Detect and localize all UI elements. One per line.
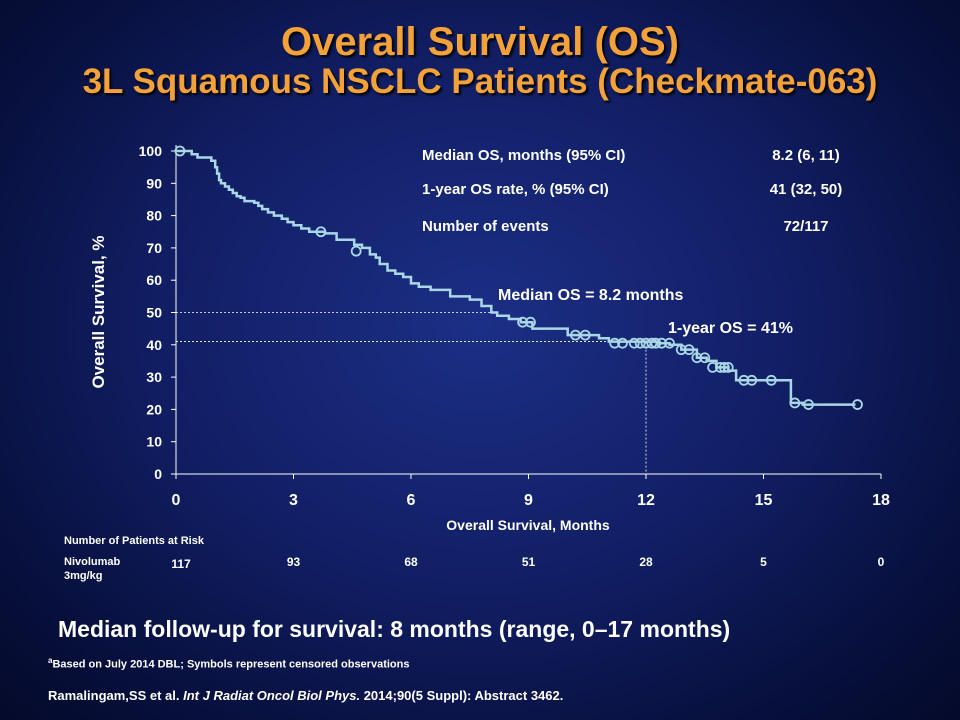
at-risk-value: 68: [404, 555, 418, 569]
citation-details: 2014;90(5 Suppl): Abstract 3462.: [360, 688, 564, 703]
censor-marker: [718, 362, 730, 373]
y-tick-label: 40: [146, 337, 162, 353]
censor-marker: [634, 337, 646, 349]
y-tick-label: 80: [146, 208, 162, 224]
y-tick-label: 0: [154, 466, 162, 482]
censor-marker: [738, 374, 750, 386]
survival-curve: [176, 149, 856, 406]
censor-marker: [852, 399, 863, 410]
y-tick-label: 30: [146, 369, 162, 385]
censor-marker: [617, 337, 628, 349]
censor-marker: [789, 397, 801, 409]
slide-title: Overall Survival (OS): [281, 20, 679, 64]
y-tick-label: 90: [146, 175, 162, 191]
stats-label-events: Number of events: [422, 218, 549, 235]
censor-marker: [707, 362, 718, 373]
y-tick-label: 50: [146, 305, 162, 321]
followup-statement: Median follow-up for survival: 8 months …: [58, 616, 731, 642]
x-tick-label: 12: [637, 492, 655, 509]
stats-value-1yr: 41 (32, 50): [770, 181, 843, 198]
stats-value-events: 72/117: [783, 218, 828, 235]
median-annotation: Median OS = 8.2 months: [498, 287, 683, 304]
y-tick-label: 70: [146, 240, 162, 256]
y-tick-label: 60: [146, 272, 162, 288]
citation-authors: Ramalingam,SS et al.: [48, 688, 184, 703]
x-axis-ticks: 0 3 6 9 12 15 18: [172, 474, 890, 509]
x-axis-label: Overall Survival, Months: [446, 517, 610, 533]
stats-label-median: Median OS, months (95% CI): [422, 147, 625, 164]
censor-marker: [525, 316, 536, 328]
x-tick-label: 18: [872, 492, 890, 509]
censor-marker: [517, 316, 529, 328]
censored-markers: [174, 145, 863, 410]
footnote-text: Based on July 2014 DBL; Symbols represen…: [52, 658, 410, 671]
at-risk-value: 117: [171, 557, 191, 571]
x-tick-label: 9: [524, 492, 533, 509]
at-risk-value: 0: [877, 555, 885, 569]
censor-marker: [656, 337, 668, 349]
censor-marker: [691, 352, 703, 364]
stats-value-median: 8.2 (6, 11): [772, 147, 840, 164]
at-risk-header: Number of Patients at Risk: [64, 535, 204, 547]
slide-subtitle: 3L Squamous NSCLC Patients (Checkmate-06…: [82, 62, 878, 101]
at-risk-value: 28: [639, 555, 653, 569]
censor-marker: [350, 245, 362, 257]
x-tick-label: 6: [407, 492, 416, 509]
censor-marker: [579, 329, 591, 341]
x-tick-label: 3: [289, 492, 298, 509]
censor-marker: [174, 145, 186, 157]
at-risk-value: 93: [286, 555, 301, 569]
y-tick-label: 10: [146, 434, 162, 450]
citation-journal: Int J Radiat Oncol Biol Phys.: [183, 688, 361, 703]
footnote-marker: a: [48, 656, 53, 665]
y-tick-label: 100: [139, 143, 163, 159]
y-axis-ticks: 0 10 20 30 40 50 60 70 80 90 100: [139, 143, 176, 482]
at-risk-value: 5: [760, 555, 767, 569]
censor-marker: [609, 337, 621, 349]
censor-marker: [650, 337, 662, 349]
y-axis-label: Overall Survival, %: [89, 235, 108, 388]
censor-marker: [664, 337, 675, 349]
arm-name: Nivolumab: [64, 556, 121, 568]
reference-lines: [176, 312, 647, 474]
censor-marker: [675, 344, 687, 356]
y-tick-label: 20: [146, 401, 162, 417]
censor-marker: [765, 374, 777, 386]
at-risk-arm-label: Nivolumab 3mg/kg: [64, 555, 120, 583]
censor-marker: [803, 399, 814, 410]
stats-label-1yr: 1-year OS rate, % (95% CI): [422, 181, 609, 198]
at-risk-value: 51: [521, 555, 536, 569]
x-tick-label: 15: [755, 492, 773, 509]
censor-marker: [683, 344, 695, 356]
x-tick-label: 0: [172, 492, 181, 509]
censor-marker: [715, 362, 726, 373]
footnote: aBased on July 2014 DBL; Symbols represe…: [48, 656, 409, 671]
censor-marker: [628, 337, 640, 349]
citation: Ramalingam,SS et al. Int J Radiat Oncol …: [48, 688, 563, 703]
one-year-annotation: 1-year OS = 41%: [668, 320, 793, 337]
censor-marker: [746, 374, 758, 386]
censor-marker: [699, 352, 711, 364]
arm-dose: 3mg/kg: [64, 570, 103, 582]
censor-marker: [315, 226, 327, 238]
censor-marker: [722, 362, 734, 373]
